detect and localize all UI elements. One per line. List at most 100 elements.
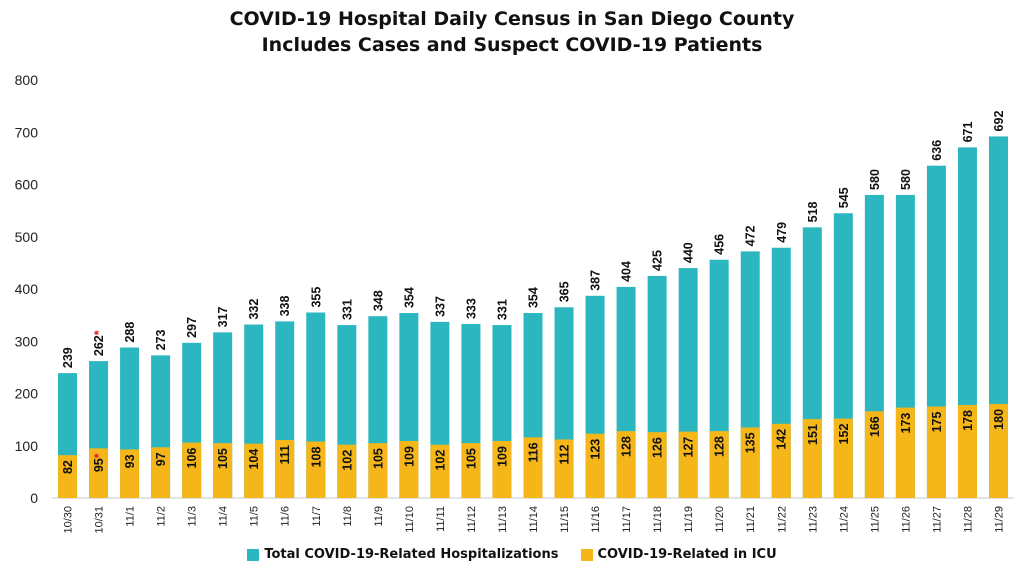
x-tick-label: 11/6 (280, 506, 292, 527)
y-tick-label: 200 (15, 386, 39, 402)
value-label-icu: 102 (340, 450, 354, 471)
y-tick-label: 400 (15, 281, 39, 297)
x-tick-label: 11/5 (249, 506, 261, 527)
y-tick-label: 100 (15, 438, 39, 454)
y-tick-label: 800 (15, 72, 39, 88)
y-tick-label: 0 (30, 490, 38, 506)
value-label-total: 456 (713, 234, 727, 255)
bar-icu-11-28 (957, 404, 977, 498)
chart-title: COVID-19 Hospital Daily Census in San Di… (0, 6, 1024, 58)
x-tick-label: 10/30 (63, 506, 75, 534)
value-label-icu: 82 (61, 460, 75, 474)
x-tick-label: 11/26 (900, 506, 912, 533)
x-tick-label: 11/21 (745, 506, 757, 533)
value-label-icu: 102 (433, 450, 447, 471)
annotation-asterisk: * (92, 330, 106, 335)
x-tick-label: 11/7 (311, 506, 323, 527)
bar-icu-11-16 (585, 433, 605, 498)
value-label-icu: 123 (589, 439, 603, 460)
bar-icu-11-12 (461, 443, 481, 498)
x-tick-label: 11/25 (869, 506, 881, 533)
bar-icu-11-4 (213, 443, 233, 498)
value-label-total: 239 (61, 347, 75, 368)
value-label-icu: 142 (775, 429, 789, 450)
value-label-icu: 109 (495, 446, 509, 467)
value-label-total: 297 (185, 317, 199, 338)
bar-icu-11-17 (616, 431, 636, 498)
value-label-icu: 105 (216, 448, 230, 469)
value-label-icu: 128 (620, 436, 634, 457)
value-label-icu: 106 (185, 448, 199, 469)
chart-title-line-1: COVID-19 Hospital Daily Census in San Di… (229, 8, 795, 30)
value-label-total: 580 (868, 169, 882, 190)
value-label-total: 338 (278, 295, 292, 316)
bar-icu-11-19 (678, 431, 698, 498)
x-tick-label: 11/18 (652, 506, 664, 533)
x-tick-label: 11/14 (528, 506, 540, 533)
value-label-icu: 95* (92, 453, 106, 472)
value-label-total: 331 (495, 299, 509, 320)
bar-icu-11-22 (771, 423, 791, 498)
bar-icu-11-13 (492, 441, 512, 498)
x-tick-label: 11/2 (156, 506, 168, 527)
x-tick-label: 10/31 (94, 506, 106, 534)
x-tick-label: 11/9 (373, 506, 385, 527)
value-label-total: 636 (930, 140, 944, 161)
value-label-total: 425 (651, 250, 665, 271)
chart-title-line-2: Includes Cases and Suspect COVID-19 Pati… (261, 34, 763, 56)
value-label-total: 262* (92, 330, 106, 356)
value-label-icu: 135 (744, 432, 758, 453)
bar-icu-11-10 (399, 441, 419, 498)
x-tick-label: 11/1 (125, 506, 137, 527)
value-label-total: 348 (371, 290, 385, 311)
value-label-total: 331 (340, 299, 354, 320)
value-label-icu: 127 (682, 437, 696, 458)
bar-icu-11-2 (151, 447, 171, 498)
value-label-total: 404 (620, 261, 634, 282)
bar-icu-11-25 (864, 411, 884, 498)
bar-icu-11-14 (523, 437, 543, 498)
x-tick-label: 11/16 (590, 506, 602, 533)
value-label-icu: 152 (837, 424, 851, 445)
x-tick-label: 11/10 (404, 506, 416, 533)
x-tick-label: 11/8 (342, 506, 354, 527)
bar-icu-11-3 (182, 442, 202, 498)
bar-icu-11-18 (647, 432, 667, 498)
value-label-icu: 104 (247, 449, 261, 470)
legend-swatch-total (247, 548, 260, 561)
bar-icu-11-27 (926, 406, 946, 498)
value-label-icu: 175 (930, 412, 944, 433)
value-label-total: 355 (309, 287, 323, 308)
annotation-asterisk: * (92, 453, 106, 458)
bar-icu-11-26 (895, 407, 915, 498)
value-label-total: 671 (961, 121, 975, 142)
value-label-total: 365 (558, 281, 572, 302)
value-label-icu: 128 (713, 436, 727, 457)
x-tick-label: 11/24 (838, 506, 850, 533)
value-label-icu: 173 (899, 413, 913, 434)
bar-icu-10-30 (58, 455, 78, 498)
value-label-icu: 111 (278, 445, 292, 465)
bar-icu-11-11 (430, 444, 450, 498)
y-tick-label: 300 (15, 333, 39, 349)
legend-swatch-icu (580, 548, 593, 561)
chart-legend: Total COVID-19-Related Hospitalizations … (0, 547, 1024, 562)
value-label-total: 440 (682, 242, 696, 263)
value-label-icu: 93 (123, 454, 137, 468)
bar-icu-11-29 (988, 403, 1008, 498)
value-label-icu: 105 (371, 448, 385, 469)
y-tick-label: 600 (15, 177, 39, 193)
value-label-icu: 126 (651, 437, 665, 458)
value-label-icu: 166 (868, 416, 882, 437)
value-label-icu: 180 (992, 409, 1006, 430)
value-label-icu: 178 (961, 410, 975, 431)
value-label-total: 545 (837, 187, 851, 208)
bar-icu-11-15 (554, 439, 574, 498)
bar-icu-11-20 (709, 431, 729, 498)
x-tick-label: 11/12 (466, 506, 478, 533)
value-label-total: 692 (992, 111, 1006, 132)
value-label-icu: 108 (309, 447, 323, 468)
bar-icu-11-1 (120, 449, 140, 498)
legend-label-icu: COVID-19-Related in ICU (597, 547, 777, 562)
x-tick-label: 11/11 (435, 506, 447, 532)
